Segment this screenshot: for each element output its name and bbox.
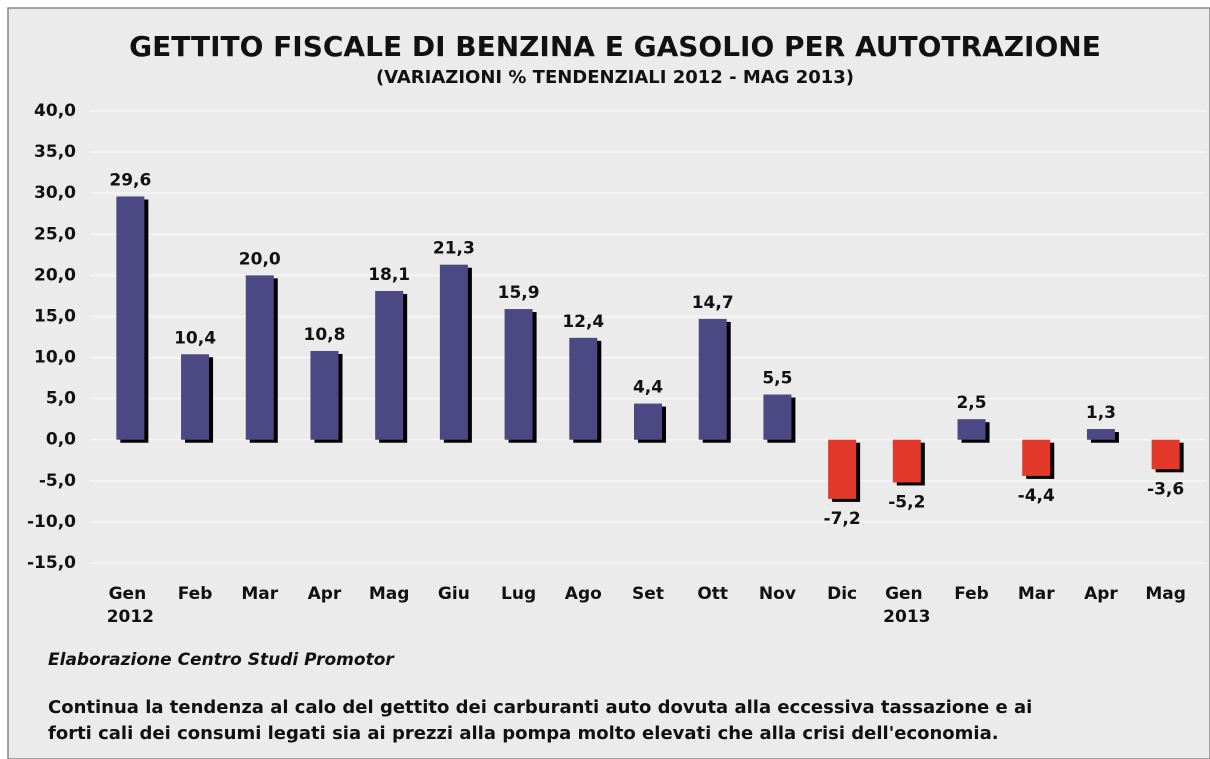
bar — [634, 403, 662, 440]
bar — [698, 318, 727, 440]
data-label: -5,2 — [888, 492, 925, 512]
x-tick-label: Lug — [501, 584, 536, 604]
y-tick-label: 40,0 — [34, 101, 76, 121]
bar — [181, 354, 210, 440]
data-label: 18,1 — [368, 265, 410, 285]
data-label: 1,3 — [1086, 403, 1116, 423]
x-tick-label: Set — [632, 584, 664, 604]
bar — [375, 290, 404, 440]
y-tick-label: 15,0 — [34, 306, 76, 326]
bar — [828, 439, 857, 499]
x-tick-label: Apr — [308, 584, 342, 604]
chart-subtitle: (VARIAZIONI % TENDENZIALI 2012 - MAG 201… — [376, 67, 854, 88]
x-tick-label: Giu — [438, 584, 470, 604]
data-label: 21,3 — [433, 239, 475, 259]
x-tick-label: Ago — [565, 584, 602, 604]
data-label: 15,9 — [498, 283, 540, 303]
bar — [245, 275, 274, 440]
data-label: 5,5 — [762, 369, 792, 389]
y-tick-label: 25,0 — [34, 224, 76, 244]
bar — [504, 309, 533, 440]
x-tick-label: Dic — [827, 584, 857, 604]
x-tick-label: Apr — [1084, 584, 1118, 604]
bar — [763, 394, 792, 440]
data-label: 12,4 — [562, 312, 604, 332]
x-tick-label: Gen 2012 — [107, 584, 154, 627]
y-tick-label: 0,0 — [46, 430, 76, 450]
chart-title: GETTITO FISCALE DI BENZINA E GASOLIO PER… — [129, 30, 1101, 63]
data-label: 2,5 — [956, 393, 986, 413]
y-tick-label: -15,0 — [27, 553, 76, 573]
y-tick-label: 20,0 — [34, 265, 76, 285]
x-tick-label: Mar — [1018, 584, 1055, 604]
y-tick-label: -10,0 — [27, 512, 76, 532]
y-tick-label: 35,0 — [34, 142, 76, 162]
bar — [957, 419, 986, 440]
bar — [892, 439, 921, 483]
data-label: 14,7 — [692, 293, 734, 313]
x-tick-label: Nov — [759, 584, 796, 604]
bar — [310, 350, 339, 440]
x-tick-label: Ott — [697, 584, 728, 604]
bar — [1151, 439, 1180, 470]
y-tick-label: -5,0 — [39, 471, 76, 491]
bar — [116, 196, 145, 440]
data-label: -7,2 — [824, 509, 861, 529]
data-label: 4,4 — [633, 378, 663, 398]
note-line: Continua la tendenza al calo del gettito… — [48, 697, 1032, 718]
bar — [1086, 429, 1115, 440]
bar — [1022, 439, 1051, 476]
y-tick-label: 10,0 — [34, 348, 76, 368]
x-tick-label: Mag — [1145, 584, 1186, 604]
data-label: 10,4 — [174, 328, 216, 348]
note-line: forti cali dei consumi legati sia ai pre… — [48, 723, 999, 744]
x-tick-label: Gen 2013 — [883, 584, 930, 627]
data-label: 10,8 — [303, 325, 345, 345]
data-label: -3,6 — [1147, 479, 1184, 499]
y-tick-label: 5,0 — [46, 389, 76, 409]
bar — [569, 337, 598, 440]
bar — [439, 264, 468, 440]
source: Elaborazione Centro Studi Promotor — [48, 650, 395, 670]
data-label: 20,0 — [239, 249, 281, 269]
x-tick-label: Mag — [369, 584, 410, 604]
data-label: 29,6 — [109, 170, 151, 190]
y-tick-label: 30,0 — [34, 183, 76, 203]
x-tick-label: Feb — [954, 584, 989, 604]
x-tick-label: Feb — [178, 584, 213, 604]
x-tick-label: Mar — [241, 584, 278, 604]
data-label: -4,4 — [1018, 486, 1055, 506]
